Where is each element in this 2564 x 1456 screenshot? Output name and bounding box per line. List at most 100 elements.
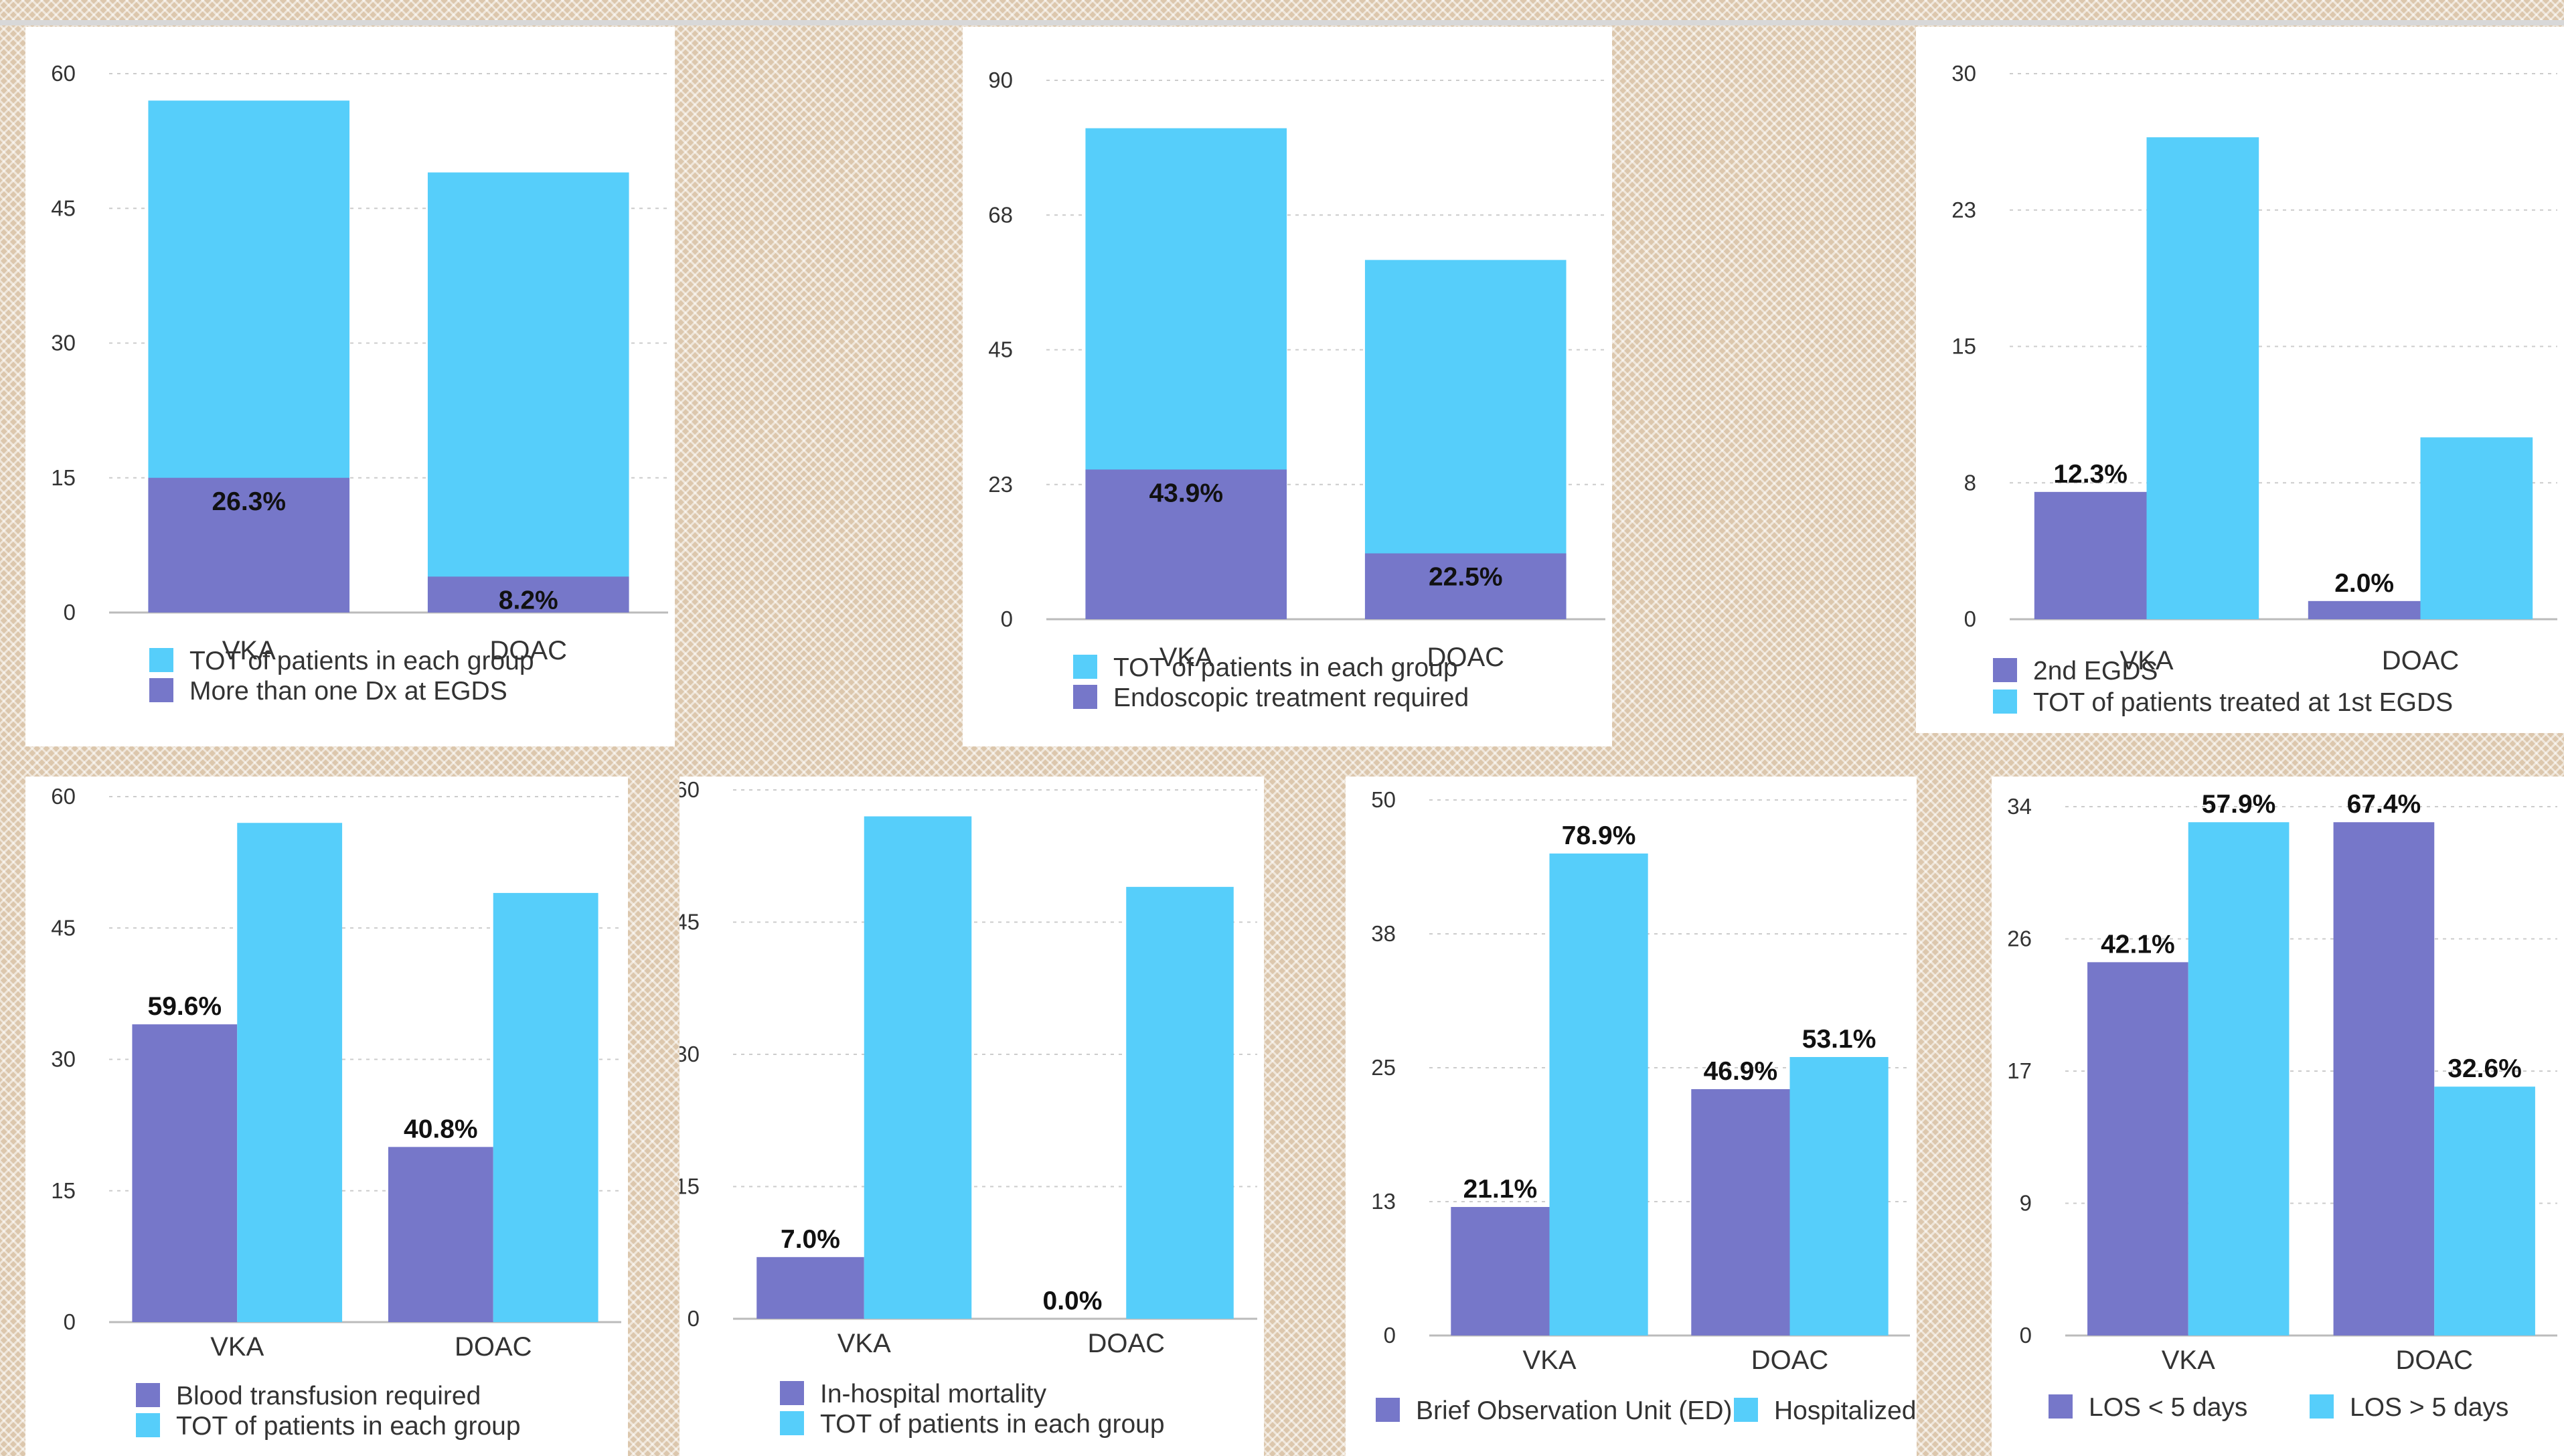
legend-label: LOS > 5 days [2350,1393,2508,1422]
bar [1126,886,1234,1319]
legend-label: LOS < 5 days [2089,1393,2247,1422]
bar [1549,854,1648,1336]
y-tick-label: 34 [2007,794,2032,819]
y-tick-label: 30 [51,1047,76,1072]
y-tick-label: 15 [1951,334,1976,359]
legend-label: Endoscopic treatment required [1113,683,1469,712]
y-tick-label: 15 [51,1178,76,1203]
chart-svg-c7: 34 26 17 9 0 VKA 42.1% 57.9% DOAC 67.4% 32.6% LOS <… [2007,790,2557,1422]
data-label: 32.6% [2448,1054,2522,1083]
y-tick-label: 0 [1001,606,1013,631]
bar [2333,822,2435,1336]
legend-swatch [780,1381,804,1405]
bar [132,1024,238,1322]
y-tick-label: 90 [988,68,1013,92]
x-category-label: DOAC [1751,1346,1829,1375]
y-tick-label: 45 [51,915,76,940]
y-tick-label: 68 [988,202,1013,227]
chart-panel-more-than-one-dx: 60 45 30 15 0 VKA 26.3% DOAC 8.2% TOT of patients… [25,27,675,746]
bar [756,1257,864,1319]
y-tick-label: 30 [1951,61,1976,86]
top-border-line [0,20,2564,25]
data-label: 22.5% [1429,563,1503,592]
legend-label: 2nd EGDS [2033,657,2158,685]
y-tick-label: 0 [64,600,76,625]
bar [1364,553,1567,619]
legend-label: TOT of patients in each group [820,1410,1165,1439]
legend-swatch [1734,1398,1758,1422]
x-category-label: DOAC [489,636,567,665]
legend-label: Hospitalized [1774,1396,1916,1425]
bar [1451,1207,1550,1336]
data-label: 21.1% [1463,1175,1538,1204]
y-tick-label: 45 [988,337,1013,362]
chart-svg-c3: 30 23 15 8 0 VKA 12.3% DOAC 2.0% 2nd EGDS TOT of p… [1951,61,2557,717]
y-tick-label: 13 [1371,1189,1396,1214]
data-label: 43.9% [1149,479,1223,507]
y-tick-label: 38 [1371,921,1396,946]
x-category-label: VKA [210,1332,264,1362]
legend-label: TOT of patients treated at 1st EGDS [2033,688,2453,717]
legend-swatch [2049,1394,2073,1419]
legend-swatch [2310,1394,2334,1419]
y-tick-label: 0 [64,1309,76,1334]
x-category-label: VKA [222,636,276,665]
legend-swatch [780,1411,804,1435]
legend-label: Blood transfusion required [176,1382,481,1410]
bar [1789,1057,1889,1336]
legend-label: More than one Dx at EGDS [189,677,507,706]
y-tick-label: 50 [1371,787,1396,812]
data-label: 57.9% [2202,790,2276,819]
x-category-label: VKA [2119,646,2173,675]
data-label: 2.0% [2334,569,2394,598]
y-tick-label: 8 [1964,470,1976,495]
y-tick-label: 30 [679,1042,700,1066]
bar [2420,437,2533,619]
data-label: 78.9% [1562,821,1636,850]
data-label: 0.0% [1043,1287,1103,1315]
data-label: 40.8% [404,1115,478,1143]
legend-swatch [136,1383,160,1407]
data-label: 26.3% [212,487,286,516]
chart-panel-endoscopic-treatment: 90 68 45 23 0 VKA 43.9% DOAC 22.5% TOT of patient… [963,27,1612,746]
legend-label: TOT of patients in each group [176,1412,521,1441]
x-category-label: VKA [1159,643,1213,672]
chart-svg-c6: 50 38 25 13 0 VKA 21.1% 78.9% DOAC 46.9% 53.1% Brie… [1371,787,1916,1425]
legend-swatch [149,678,173,702]
x-category-label: DOAC [455,1332,532,1362]
y-tick-label: 60 [51,784,76,809]
y-tick-label: 9 [2020,1191,2032,1216]
data-label: 7.0% [781,1225,840,1254]
x-category-label: VKA [837,1329,891,1358]
y-tick-label: 45 [679,910,700,935]
y-tick-label: 17 [2007,1058,2032,1083]
data-label: 42.1% [2101,930,2175,959]
chart-panel-second-egds: 30 23 15 8 0 VKA 12.3% DOAC 2.0% 2nd EGDS TOT of p… [1916,27,2564,733]
x-category-label: DOAC [2382,646,2460,675]
bar [237,823,343,1322]
data-label: 46.9% [1704,1057,1778,1086]
legend-label: TOT of patients in each group [1113,653,1458,682]
bar [427,172,629,613]
y-tick-label: 0 [1964,606,1976,631]
bar [1085,469,1287,619]
chart-panel-observation-unit: 50 38 25 13 0 VKA 21.1% 78.9% DOAC 46.9% 53.1% Brie… [1346,777,1917,1456]
bar [493,892,598,1322]
legend-swatch [1376,1398,1400,1422]
data-label: 67.4% [2347,790,2421,819]
legend-swatch [149,648,173,672]
x-category-label: VKA [1522,1346,1576,1375]
y-tick-label: 60 [679,777,700,802]
legend-label: Brief Observation Unit (ED) [1416,1396,1732,1425]
y-tick-label: 23 [1951,197,1976,222]
legend-label: TOT of patients in each group [189,647,534,675]
bar [388,1147,493,1322]
bar [864,816,972,1319]
y-tick-label: 45 [51,195,76,220]
x-category-label: DOAC [1427,643,1504,672]
y-tick-label: 30 [51,331,76,355]
bar [2188,822,2290,1336]
chart-panel-blood-transfusion: 60 45 30 15 0 VKA 59.6% DOAC 40.8% Blood transfus… [25,777,628,1456]
y-tick-label: 0 [1384,1323,1396,1348]
data-label: 8.2% [499,586,558,615]
